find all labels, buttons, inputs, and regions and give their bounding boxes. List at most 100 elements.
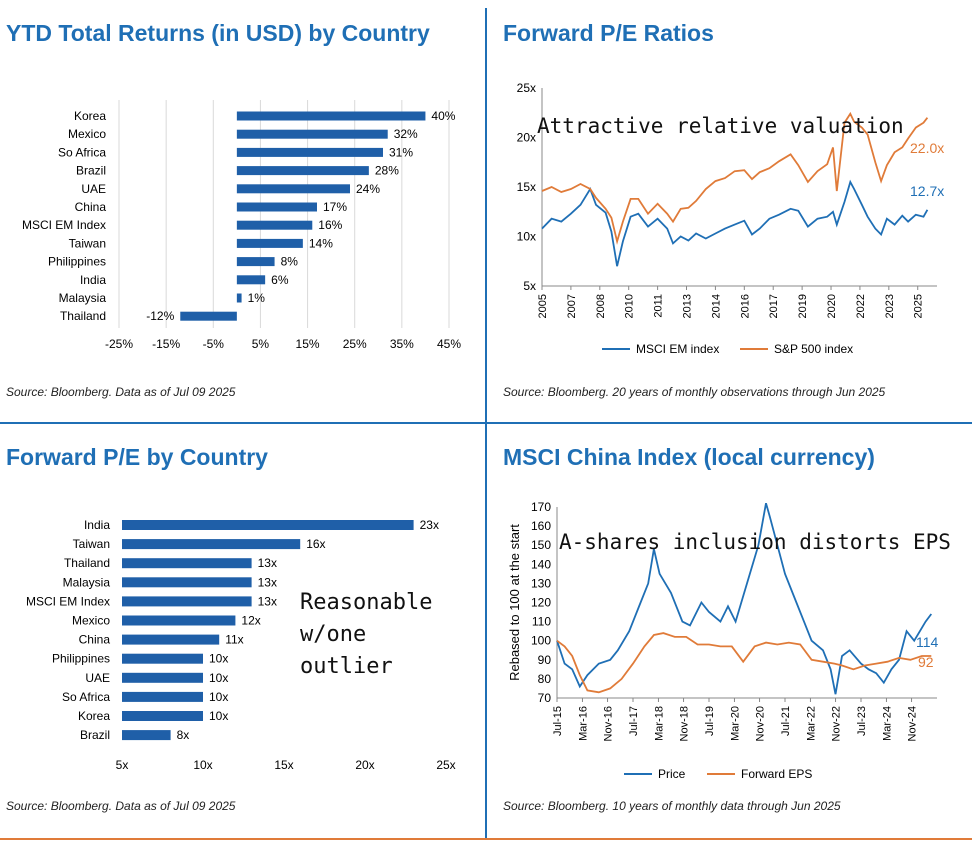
legend-label: Price [658, 767, 686, 781]
data-label: 16% [318, 218, 342, 232]
x-tick-label: 2014 [710, 294, 722, 318]
bar [236, 166, 369, 176]
data-label: 10x [209, 652, 228, 666]
data-label: 1% [248, 291, 266, 305]
pe-ratios-chart: 5x 10x 15x 20x 25x 2005 2007 2008 2010 2011 2013 20… [517, 81, 945, 356]
bar [236, 275, 266, 285]
x-tick-label: 25x [436, 758, 455, 772]
ytd-source: Source: Bloomberg. Data as of Jul 09 202… [6, 385, 236, 399]
y-tick-label: 25x [517, 81, 536, 95]
legend-label: MSCI EM index [636, 342, 719, 356]
category-label: Brazil [76, 164, 106, 178]
x-tick-label: Mar-24 [881, 706, 893, 741]
annotation-text: outlier [300, 654, 393, 679]
category-label: So Africa [58, 145, 106, 159]
x-tick-label: Mar-16 [577, 706, 589, 741]
x-tick-label: 10x [193, 758, 212, 772]
bottom-divider [0, 838, 972, 840]
data-label: 10x [209, 671, 228, 685]
x-tick-label: 2023 [884, 294, 896, 318]
x-tick-label: 5x [116, 758, 129, 772]
x-tick-label: 2013 [682, 294, 694, 318]
legend-label: Forward EPS [741, 767, 812, 781]
data-label: 13x [258, 556, 277, 570]
bar [122, 577, 252, 588]
x-tick-label: 2017 [768, 294, 780, 318]
category-label: Philippines [48, 255, 106, 269]
pe-ratios-source: Source: Bloomberg. 20 years of monthly o… [503, 385, 886, 399]
data-label: 13x [258, 594, 277, 608]
bar [122, 539, 301, 550]
end-value-label: 92 [918, 654, 934, 670]
data-label: 8% [281, 255, 299, 269]
series-line-forward-eps [556, 632, 932, 694]
x-tick-label: 5% [252, 337, 270, 351]
data-label: 12x [241, 614, 260, 628]
x-tick-label: Jul-21 [780, 706, 792, 736]
data-label: 6% [271, 273, 289, 287]
end-value-label: 114 [916, 634, 939, 650]
bar [236, 147, 383, 157]
data-label: 31% [389, 145, 413, 159]
legend-label: S&P 500 index [774, 342, 853, 356]
x-tick-label: Nov-20 [755, 706, 767, 741]
x-tick-label: 2010 [624, 294, 636, 318]
category-label: China [75, 200, 107, 214]
y-tick-label: 100 [531, 634, 551, 648]
china-chart: 70 80 90 100 110 120 130 140 150 160 170 Jul-15 Mar-… [507, 500, 951, 781]
bar [122, 596, 252, 607]
series-line-price [556, 502, 933, 695]
x-tick-label: 2007 [566, 294, 578, 318]
data-label: -12% [146, 309, 174, 323]
x-tick-label: Nov-16 [603, 706, 615, 741]
bar [236, 184, 350, 194]
x-tick-label: Jul-19 [704, 706, 716, 736]
data-label: 11x [225, 633, 243, 647]
bar [122, 653, 203, 664]
x-tick-label: 15% [296, 337, 320, 351]
bar [122, 672, 203, 683]
x-tick-label: Mar-18 [653, 706, 665, 741]
x-tick-label: 2019 [797, 294, 809, 318]
x-tick-label: Nov-18 [679, 706, 691, 741]
bar [122, 615, 236, 626]
data-label: 28% [375, 164, 399, 178]
x-tick-label: Jul-17 [628, 706, 640, 736]
data-label: 8x [177, 728, 190, 742]
data-label: 23x [420, 518, 439, 532]
category-label: MSCI EM Index [22, 218, 106, 232]
data-label: 17% [323, 200, 347, 214]
x-tick-label: 2011 [653, 294, 665, 318]
y-tick-label: 110 [532, 615, 551, 629]
bar [236, 111, 426, 121]
data-label: 10x [209, 709, 228, 723]
y-tick-label: 120 [531, 596, 551, 610]
x-tick-label: Nov-22 [831, 706, 843, 741]
end-value-label: 12.7x [910, 183, 944, 199]
data-label: 32% [394, 127, 418, 141]
category-label: Malaysia [59, 291, 107, 305]
data-label: 10x [209, 690, 228, 704]
x-tick-label: Mar-20 [729, 706, 741, 741]
data-label: 16x [306, 537, 325, 551]
bar [236, 238, 303, 248]
bar [236, 202, 317, 212]
data-label: 40% [431, 109, 455, 123]
bar [122, 711, 203, 721]
x-tick-label: 15x [274, 758, 293, 772]
bar [122, 520, 414, 530]
x-tick-label: 2005 [537, 294, 549, 318]
category-label: Thailand [60, 309, 106, 323]
x-tick-label: 2025 [913, 294, 925, 318]
annotation-text: Reasonable [300, 590, 432, 615]
x-tick-label: -25% [105, 337, 133, 351]
x-tick-label: 2022 [855, 294, 867, 318]
y-tick-label: 130 [531, 576, 551, 590]
y-tick-label: 150 [531, 538, 551, 552]
x-tick-label: 45% [437, 337, 461, 351]
pe-ratios-title: Forward P/E Ratios [503, 20, 714, 46]
bar [122, 730, 171, 741]
x-tick-label: Mar-22 [805, 706, 817, 741]
y-tick-label: 140 [531, 557, 551, 571]
panel-china: MSCI China Index (local currency) 70 80 90… [497, 424, 972, 838]
